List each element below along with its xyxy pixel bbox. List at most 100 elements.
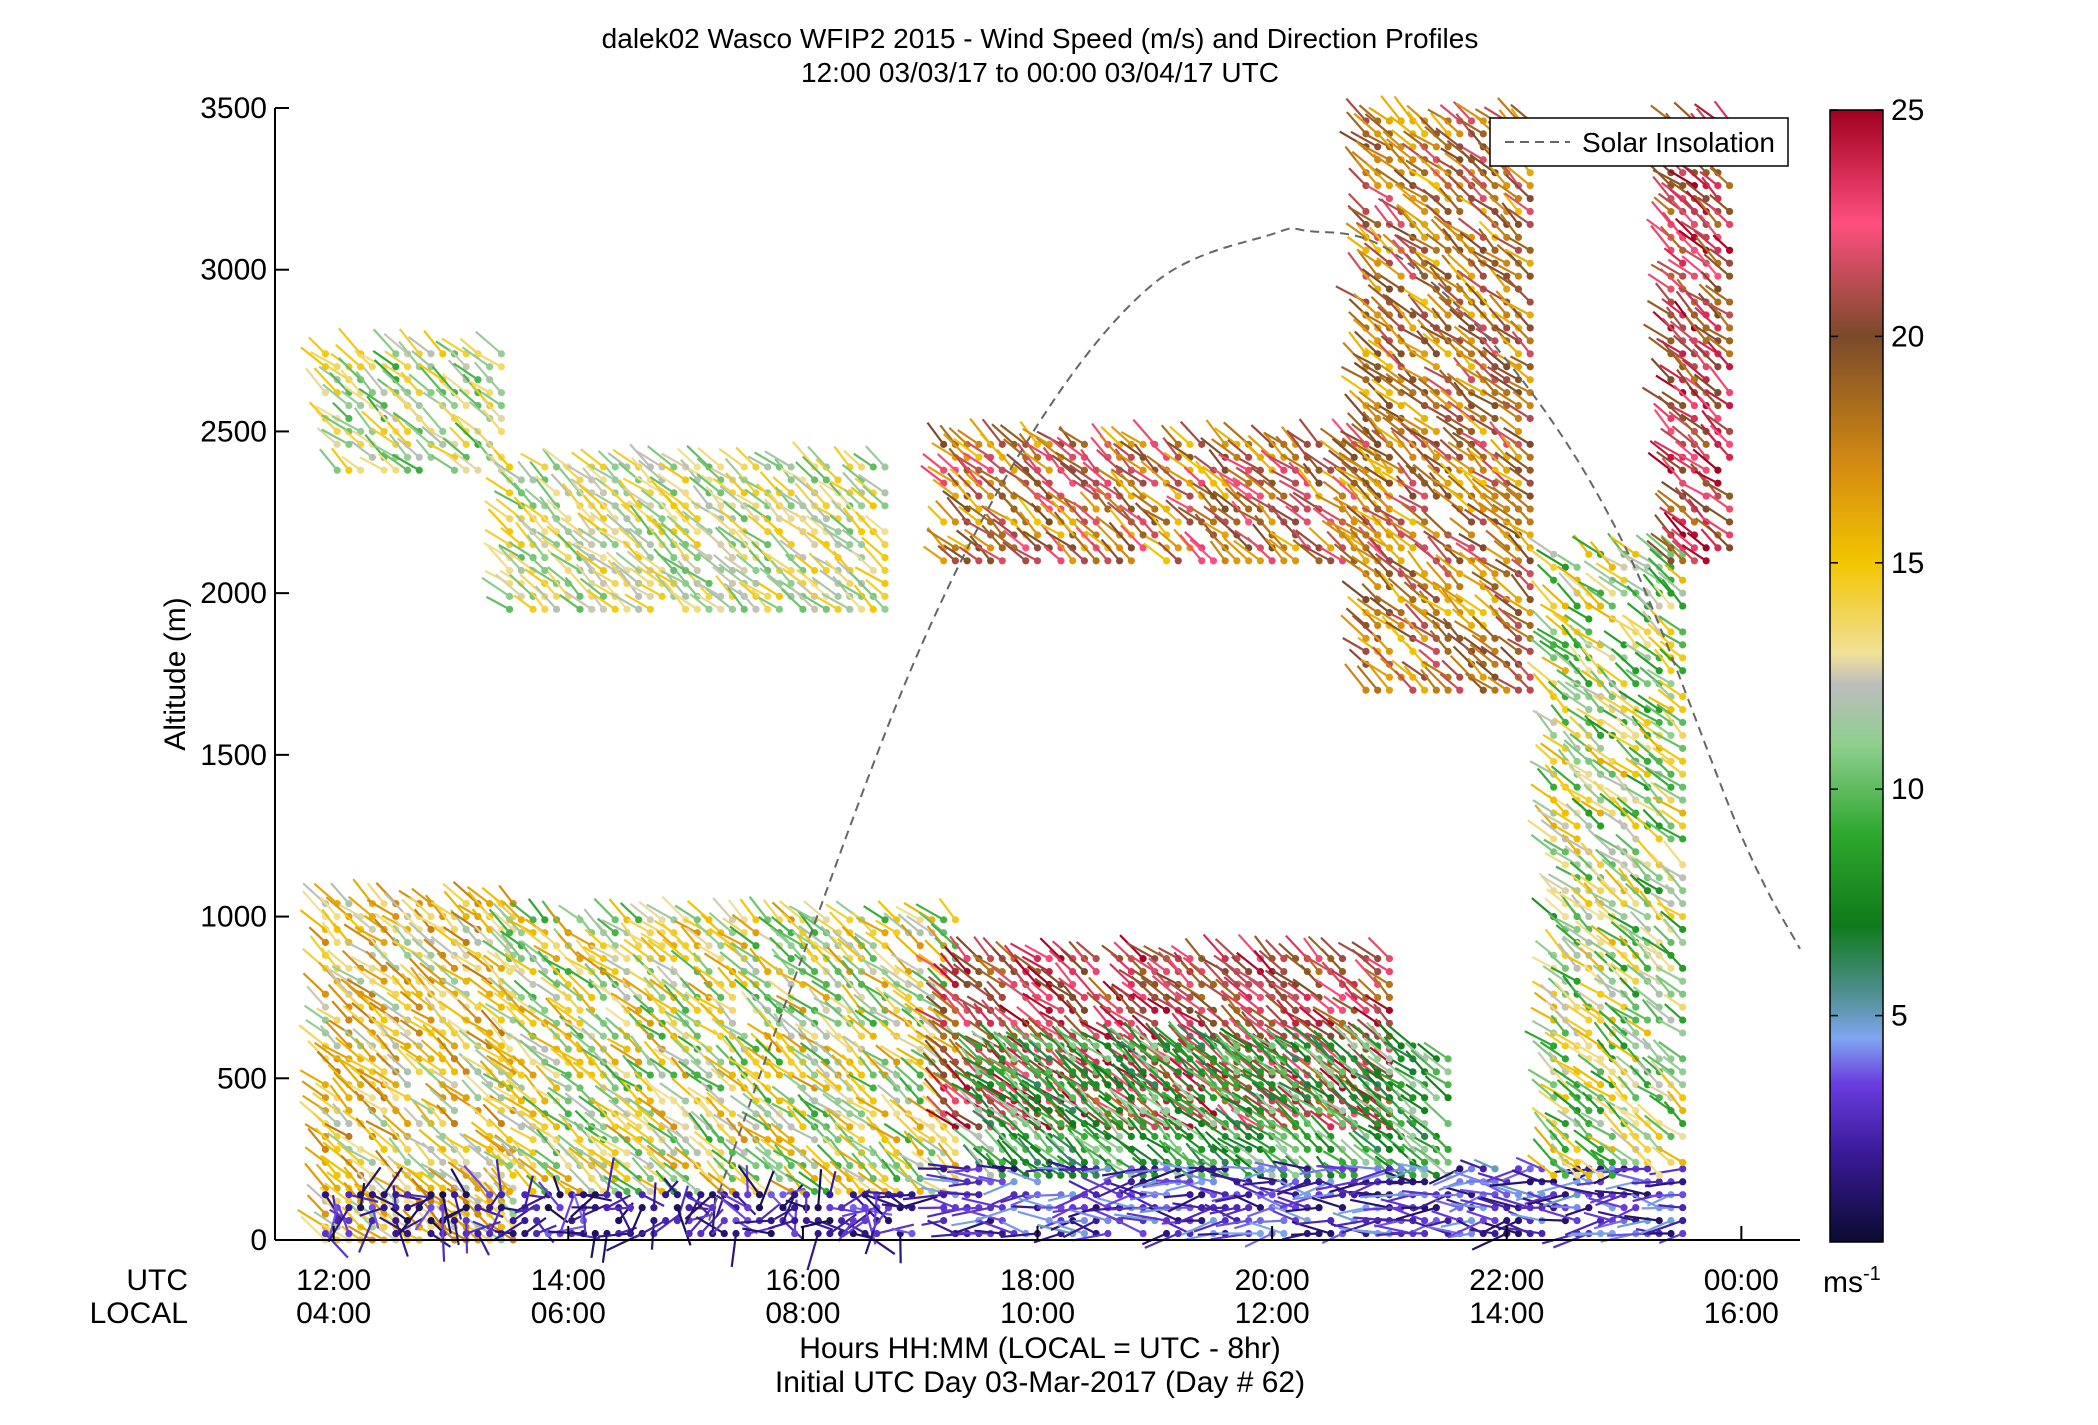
- wind-barb-dot: [403, 1094, 412, 1102]
- wind-barb-dot: [321, 1191, 330, 1199]
- wind-barb-dot: [392, 912, 400, 921]
- wind-barb-shaft: [341, 1135, 362, 1151]
- wind-barb-shaft: [365, 1041, 385, 1060]
- wind-barb-dot: [403, 1145, 412, 1154]
- wind-barb-shaft: [399, 1019, 420, 1034]
- wind-barb-dot: [552, 489, 561, 497]
- wind-barb-dot: [681, 476, 690, 484]
- wind-barb-dot: [693, 528, 701, 536]
- wind-barb-dot: [506, 515, 514, 523]
- wind-barb-dot: [638, 1204, 646, 1212]
- wind-barb-dot: [439, 990, 447, 998]
- wind-barb: [365, 950, 388, 972]
- wind-barb-shaft: [371, 989, 397, 1009]
- wind-barb-shaft: [382, 1114, 409, 1138]
- wind-barb-dot: [576, 1071, 584, 1079]
- wind-barb-shaft: [435, 1134, 456, 1151]
- wind-barb-dot: [857, 605, 866, 613]
- wind-barb-shaft: [332, 922, 350, 944]
- wind-barb: [386, 1123, 412, 1154]
- wind-barb-dot: [415, 1003, 423, 1011]
- wind-barb-shaft: [420, 1162, 444, 1177]
- wind-barb-dot: [869, 955, 877, 963]
- wind-barb-shaft: [328, 968, 350, 983]
- wind-barb-dot: [392, 1094, 400, 1102]
- wind-barb: [385, 1033, 412, 1050]
- wind-barb-dot: [368, 1094, 376, 1102]
- wind-barb-dot: [345, 466, 353, 474]
- wind-barb-dot: [658, 955, 666, 963]
- wind-barb-dot: [717, 489, 725, 497]
- wind-barb-dot: [552, 605, 561, 613]
- wind-barb: [330, 882, 353, 908]
- wind-barb-dot: [427, 912, 435, 921]
- wind-barb-dot: [415, 401, 423, 410]
- wind-barb-dot: [380, 977, 388, 985]
- wind-barb-dot: [439, 440, 447, 448]
- wind-barb-dot: [857, 1071, 866, 1079]
- wind-barb-dot: [486, 1191, 494, 1199]
- wind-barb-shaft: [436, 952, 456, 970]
- wind-barb-shaft: [314, 1082, 338, 1099]
- wind-barb-dot: [811, 967, 819, 976]
- wind-barb-shaft: [313, 882, 338, 905]
- wind-barb-dot: [599, 1032, 608, 1040]
- wind-barb-shaft: [411, 937, 432, 957]
- wind-barb-dot: [368, 1107, 376, 1115]
- wind-barb-dot: [744, 1229, 752, 1238]
- wind-barb-shaft: [329, 1084, 350, 1112]
- wind-barb-shaft: [306, 1194, 327, 1215]
- wind-barb-shaft: [369, 1001, 397, 1021]
- wind-barb-dot: [439, 1068, 447, 1076]
- wind-barb-dot: [439, 1158, 447, 1166]
- wind-barb-shaft: [304, 1146, 327, 1164]
- wind-barb-shaft: [370, 979, 397, 996]
- wind-barb-dot: [439, 1191, 447, 1199]
- wind-barb-shaft: [334, 1036, 362, 1060]
- wind-barb-shaft: [311, 1092, 338, 1112]
- wind-barb-dot: [529, 1136, 537, 1144]
- wind-barb-dot: [846, 1162, 854, 1170]
- wind-barb-dot: [811, 1071, 819, 1079]
- wind-barb-dot: [392, 363, 400, 371]
- wind-barb-dot: [611, 955, 619, 963]
- wind-barb-dot: [787, 515, 795, 523]
- wind-barb-dot: [541, 1097, 549, 1105]
- wind-barb: [329, 1084, 353, 1115]
- wind-barb-dot: [767, 1229, 775, 1238]
- wind-barb-shaft: [364, 931, 385, 957]
- wind-barb-shaft: [320, 947, 339, 969]
- wind-barb-dot: [658, 515, 666, 523]
- wind-barb-shaft: [411, 887, 432, 905]
- wind-barb-dot: [670, 955, 678, 963]
- wind-barb-dot: [822, 1006, 830, 1014]
- wind-barb-shaft: [302, 890, 327, 918]
- wind-barb-shaft: [374, 912, 397, 931]
- wind-barb-dot: [811, 1187, 819, 1196]
- wind-barb-dot: [599, 553, 608, 562]
- wind-barb-dot: [650, 1216, 658, 1225]
- wind-barb-shaft: [412, 1041, 432, 1060]
- wind-barb-dot: [427, 1184, 435, 1192]
- wind-barb-shaft: [331, 1000, 350, 1021]
- wind-barb-dot: [403, 1042, 412, 1050]
- wind-barb: [417, 972, 447, 998]
- wind-barb-dot: [740, 1058, 748, 1066]
- wind-barb-dot: [951, 916, 959, 924]
- wind-barb-dot: [755, 1191, 764, 1199]
- wind-barb-dot: [497, 363, 506, 371]
- wind-barb-shaft: [410, 1008, 432, 1022]
- wind-barb-shaft: [410, 990, 432, 1008]
- wind-barb-dot: [333, 912, 341, 921]
- wind-barb-dot: [869, 502, 877, 510]
- wind-barb-shaft: [392, 1105, 409, 1125]
- wind-barb-dot: [822, 980, 830, 989]
- chart-title: dalek02 Wasco WFIP2 2015 - Wind Speed (m…: [602, 23, 1479, 54]
- wind-barb: [412, 1041, 435, 1063]
- wind-barb-dot: [368, 951, 376, 959]
- wind-barb-dot: [720, 1229, 728, 1238]
- wind-barb-shaft: [373, 1069, 397, 1086]
- wind-barb-dot: [787, 502, 795, 510]
- wind-barb: [436, 1104, 459, 1128]
- wind-barb-dot: [403, 1184, 412, 1192]
